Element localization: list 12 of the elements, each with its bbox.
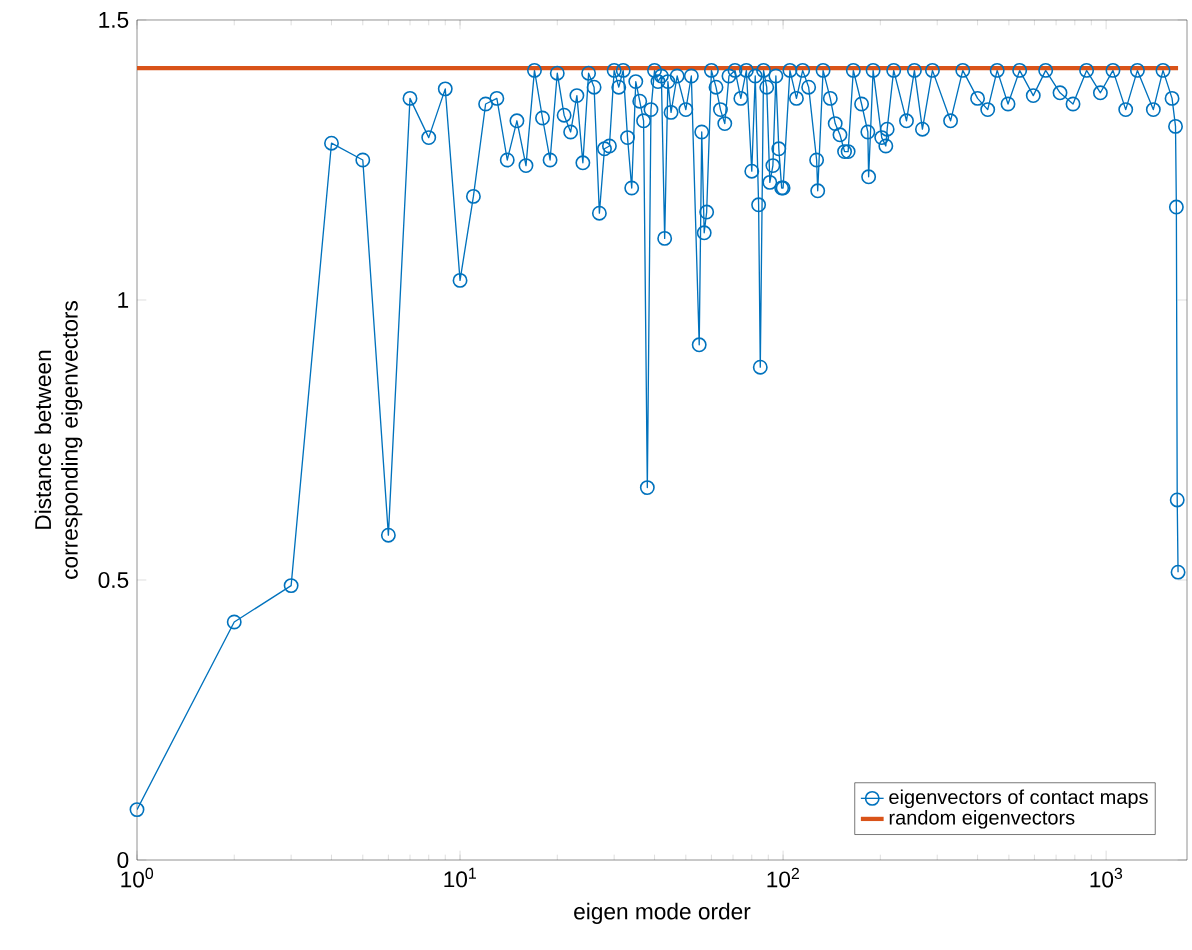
y-tick-label: 0.5 xyxy=(98,571,129,589)
x-tick-label: 10$^{3}$ xyxy=(1090,867,1123,888)
y-tick-label: 1.5 xyxy=(99,12,129,28)
legend-label: eigenvectors of contact maps xyxy=(889,789,1148,809)
x-tick-label: 10$^{0}$ xyxy=(121,867,154,888)
y-tick-label: 1 xyxy=(118,292,129,308)
x-tick-label: 10$^{2}$ xyxy=(767,867,799,888)
y-axis-title: Distance between corresponding eigenvectors xyxy=(34,301,83,579)
y-tick-label: 0 xyxy=(117,851,129,869)
x-axis-title: eigen mode order xyxy=(574,902,751,924)
legend-label: random eigenvectors xyxy=(889,809,1075,829)
x-tick-label: 10$^{1}$ xyxy=(444,867,476,888)
